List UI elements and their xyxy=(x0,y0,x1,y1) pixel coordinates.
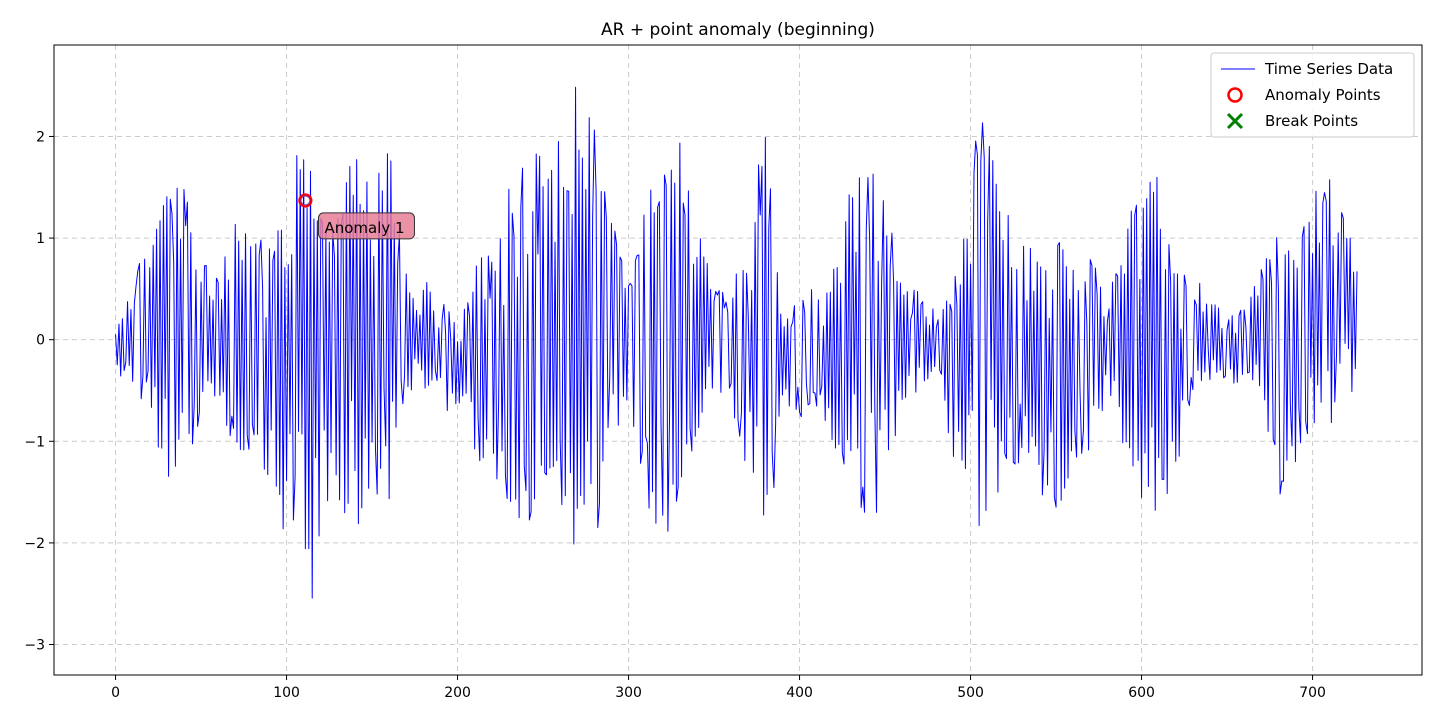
legend-label: Anomaly Points xyxy=(1265,86,1381,104)
x-tick-label: 100 xyxy=(273,685,300,701)
y-tick-label: −2 xyxy=(24,536,45,552)
x-tick-label: 700 xyxy=(1299,685,1326,701)
x-tick-label: 0 xyxy=(111,685,120,701)
x-tick-label: 300 xyxy=(615,685,642,701)
legend-swatch-break-points xyxy=(1226,112,1244,130)
y-tick-label: −3 xyxy=(24,638,45,654)
x-tick-label: 500 xyxy=(957,685,984,701)
annotation-label: Anomaly 1 xyxy=(324,219,404,237)
chart-title: AR + point anomaly (beginning) xyxy=(601,20,875,40)
axis-ticks: 0 100 200 300 400 500 600 700 −3 −2 −1 0 1 2 xyxy=(24,129,1326,701)
annotation-layer: Anomaly 1 xyxy=(317,212,415,240)
legend-swatch-anomaly-points xyxy=(1227,87,1243,103)
annotation-box xyxy=(317,212,415,240)
x-tick-label: 600 xyxy=(1128,685,1155,701)
legend-box xyxy=(1210,52,1415,138)
y-tick-label: 0 xyxy=(36,333,45,349)
y-tick-label: −1 xyxy=(24,434,45,450)
legend-label: Break Points xyxy=(1265,112,1358,130)
plot-frame xyxy=(53,44,1423,676)
x-tick-label: 400 xyxy=(786,685,813,701)
y-tick-label: 2 xyxy=(36,129,45,145)
x-tick-label: 200 xyxy=(444,685,471,701)
legend-label: Time Series Data xyxy=(1264,60,1393,78)
y-tick-label: 1 xyxy=(36,231,45,247)
anomaly-point-inner xyxy=(300,195,311,206)
grid xyxy=(54,45,1422,675)
legend: Time Series Data Anomaly Points Break Poin… xyxy=(1210,52,1415,138)
anomaly-point xyxy=(298,193,313,208)
